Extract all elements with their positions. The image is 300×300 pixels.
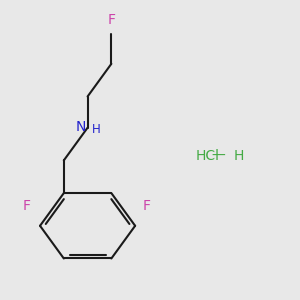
Text: —: — — [212, 149, 225, 163]
Text: F: F — [23, 200, 31, 214]
Text: HCl: HCl — [196, 149, 220, 163]
Text: F: F — [107, 13, 116, 27]
Text: H: H — [92, 123, 101, 136]
Text: N: N — [76, 120, 86, 134]
Text: H: H — [233, 149, 244, 163]
Text: F: F — [142, 200, 151, 214]
